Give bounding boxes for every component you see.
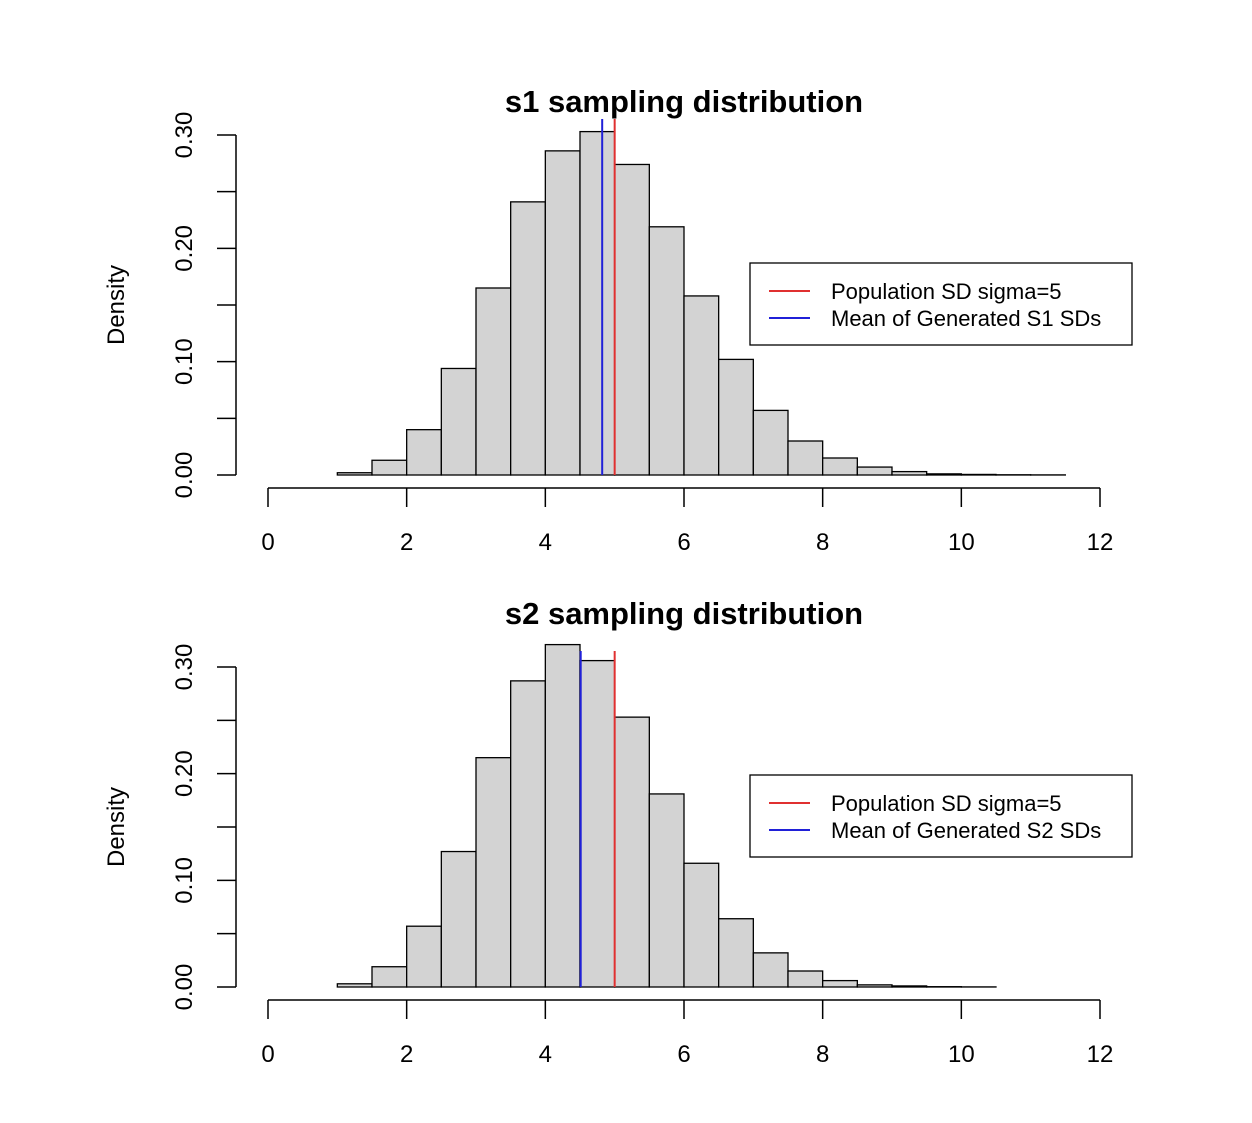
y-axis: 0.00 0.10 0.20 0.30 <box>171 644 236 1011</box>
histogram-bar <box>372 967 407 987</box>
histogram-bar <box>961 474 996 475</box>
x-tick-label: 12 <box>1087 1041 1114 1068</box>
histogram-panel-2: 0 2 4 6 8 10 12 0.00 0.10 0.20 0.30 Density s2 sampl… <box>103 596 1132 1068</box>
histogram-bar <box>441 852 476 987</box>
histogram-bar <box>753 410 788 475</box>
y-tick-label: 0.20 <box>171 750 198 797</box>
histogram-bar <box>337 984 372 987</box>
histogram-bar <box>407 430 442 475</box>
x-axis: 0 2 4 6 8 10 12 <box>261 488 1113 556</box>
histogram-bar <box>857 985 892 987</box>
legend-entry: Population SD sigma=5 <box>831 279 1062 304</box>
histogram-bar <box>823 458 858 475</box>
histogram-panel-1: 0 2 4 6 8 10 12 0.00 0.10 0.20 0.30 Density s1 sampl… <box>103 84 1132 556</box>
legend-box <box>750 263 1132 345</box>
chart-title: s2 sampling distribution <box>505 596 863 631</box>
y-axis-title: Density <box>103 265 130 345</box>
x-tick-label: 10 <box>948 1041 975 1068</box>
histogram-bar <box>649 227 684 475</box>
histogram-bar <box>615 717 650 987</box>
legend-entry: Mean of Generated S2 SDs <box>831 818 1101 843</box>
histogram-bar <box>753 953 788 987</box>
legend-entry: Population SD sigma=5 <box>831 791 1062 816</box>
histogram-bar <box>407 926 442 987</box>
histogram-bar <box>615 164 650 475</box>
histogram-bar <box>719 359 754 475</box>
histogram-bar <box>372 460 407 475</box>
histogram-bar <box>788 971 823 987</box>
x-tick-label: 8 <box>816 529 829 556</box>
histogram-bar <box>788 441 823 475</box>
y-axis-title: Density <box>103 787 130 867</box>
y-tick-label: 0.30 <box>171 644 198 691</box>
histogram-bar <box>580 132 615 475</box>
histogram-bar <box>857 467 892 475</box>
x-tick-label: 2 <box>400 529 413 556</box>
histogram-bar <box>337 473 372 475</box>
histogram-bar <box>545 645 580 987</box>
x-tick-label: 4 <box>539 529 552 556</box>
histogram-bar <box>823 981 858 987</box>
x-tick-label: 0 <box>261 529 274 556</box>
histogram-bar <box>927 474 962 475</box>
histogram-bar <box>684 863 719 987</box>
y-tick-label: 0.10 <box>171 857 198 904</box>
x-tick-label: 0 <box>261 1041 274 1068</box>
legend-box <box>750 775 1132 857</box>
y-axis: 0.00 0.10 0.20 0.30 <box>171 112 236 499</box>
histogram-bar <box>511 681 546 987</box>
x-tick-label: 10 <box>948 529 975 556</box>
y-tick-label: 0.00 <box>171 452 198 499</box>
histogram-bar <box>476 288 511 475</box>
x-axis: 0 2 4 6 8 10 12 <box>261 1000 1113 1068</box>
histogram-bar <box>719 919 754 987</box>
x-tick-label: 12 <box>1087 529 1114 556</box>
histogram-bar <box>684 296 719 475</box>
y-tick-label: 0.10 <box>171 338 198 385</box>
x-tick-label: 2 <box>400 1041 413 1068</box>
x-tick-label: 4 <box>539 1041 552 1068</box>
x-tick-label: 6 <box>677 1041 690 1068</box>
histogram-bar <box>649 794 684 987</box>
y-tick-label: 0.30 <box>171 112 198 159</box>
histogram-bar <box>892 986 927 987</box>
histogram-bar <box>511 202 546 475</box>
legend-entry: Mean of Generated S1 SDs <box>831 306 1101 331</box>
y-tick-label: 0.20 <box>171 225 198 272</box>
chart-title: s1 sampling distribution <box>505 84 863 119</box>
histogram-bar <box>545 151 580 475</box>
histogram-bar <box>580 661 615 987</box>
histogram-bar <box>892 472 927 475</box>
x-tick-label: 8 <box>816 1041 829 1068</box>
histogram-bar <box>476 758 511 987</box>
histogram-bar <box>441 368 476 475</box>
x-tick-label: 6 <box>677 529 690 556</box>
y-tick-label: 0.00 <box>171 964 198 1011</box>
